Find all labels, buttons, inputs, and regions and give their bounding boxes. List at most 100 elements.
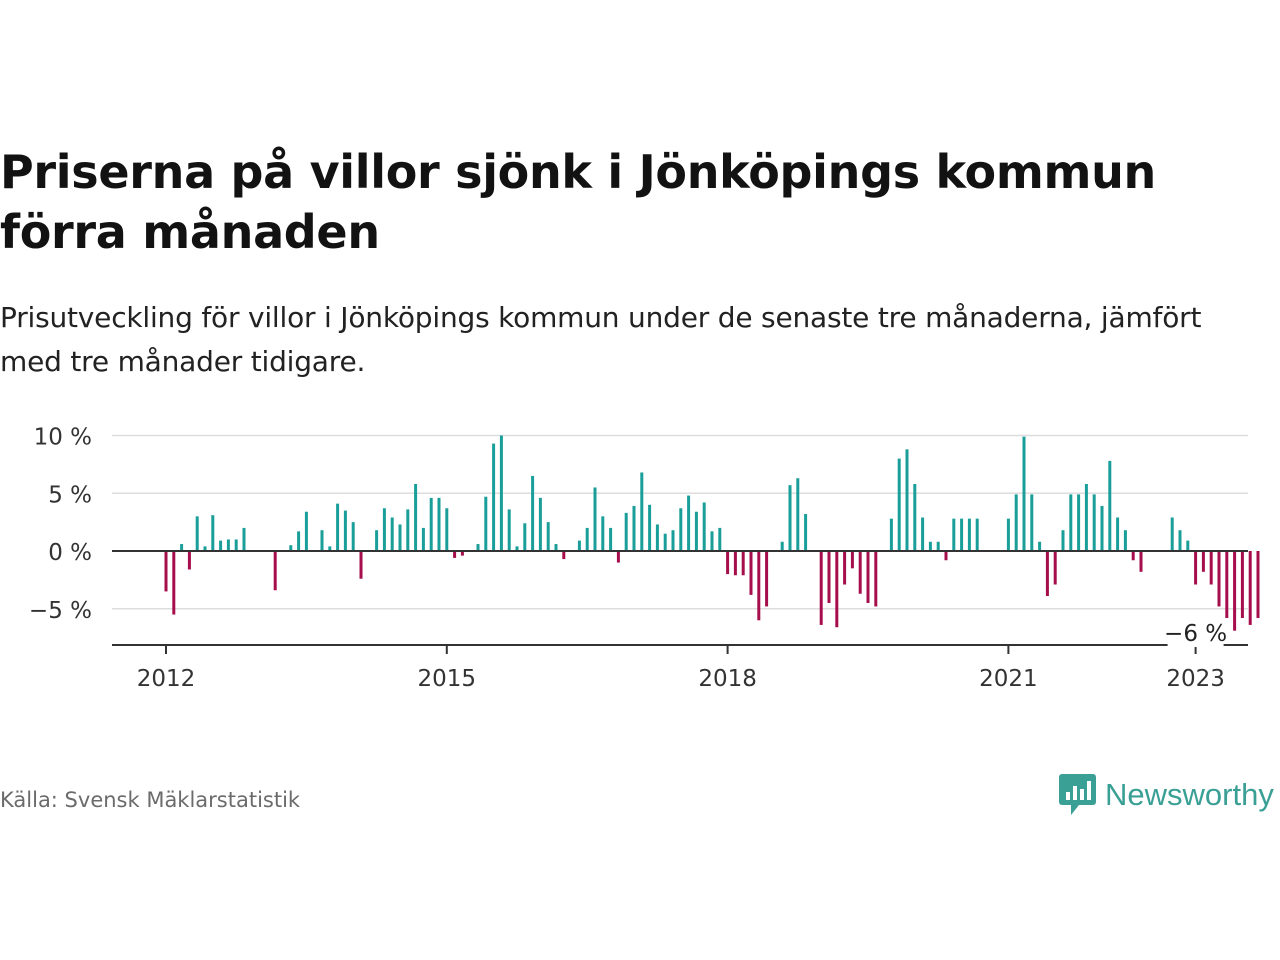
bar bbox=[819, 551, 823, 625]
bar bbox=[952, 518, 956, 551]
x-tick-label: 2012 bbox=[137, 666, 196, 692]
bar bbox=[967, 518, 971, 551]
bar bbox=[1108, 460, 1112, 551]
bar bbox=[632, 505, 636, 551]
bar bbox=[843, 551, 847, 585]
bar bbox=[694, 511, 698, 551]
x-tick-label: 2021 bbox=[979, 666, 1038, 692]
bar bbox=[835, 551, 839, 628]
bar bbox=[827, 551, 831, 603]
source-credit: Källa: Svensk Mäklarstatistik bbox=[0, 788, 301, 812]
bar bbox=[804, 514, 808, 551]
bar bbox=[429, 497, 433, 551]
bar bbox=[1233, 551, 1237, 631]
bar bbox=[921, 517, 925, 551]
bar bbox=[655, 524, 659, 551]
bar bbox=[406, 509, 410, 551]
newsworthy-logo-icon bbox=[1059, 774, 1096, 815]
bar bbox=[219, 540, 223, 551]
bar bbox=[577, 540, 581, 551]
bar bbox=[710, 531, 714, 551]
bar bbox=[1038, 541, 1042, 551]
y-tick-label: 0 % bbox=[48, 540, 92, 566]
bar bbox=[297, 531, 301, 551]
bar bbox=[796, 478, 800, 551]
annotation-background bbox=[1167, 621, 1224, 647]
bar bbox=[640, 472, 644, 551]
bar bbox=[663, 533, 667, 551]
bar bbox=[928, 541, 932, 551]
bar bbox=[211, 515, 215, 551]
bar bbox=[975, 518, 979, 551]
bar bbox=[180, 544, 184, 551]
bar bbox=[889, 518, 893, 551]
y-tick-label: 10 % bbox=[34, 425, 92, 451]
bar bbox=[1022, 436, 1026, 551]
bar bbox=[242, 527, 246, 551]
bar bbox=[765, 551, 769, 607]
bar bbox=[960, 518, 964, 551]
bar bbox=[1077, 494, 1081, 551]
bar bbox=[757, 551, 761, 621]
bar bbox=[1225, 551, 1229, 618]
bar bbox=[1116, 517, 1120, 551]
bar bbox=[375, 530, 379, 551]
bar bbox=[289, 545, 293, 551]
y-tick-label: 5 % bbox=[48, 482, 92, 508]
bar bbox=[328, 546, 332, 551]
bar bbox=[336, 503, 340, 551]
bar bbox=[1240, 551, 1244, 618]
bar bbox=[304, 511, 308, 551]
bar bbox=[1131, 551, 1135, 561]
bar bbox=[1092, 494, 1096, 551]
bar bbox=[273, 551, 277, 591]
bar bbox=[507, 509, 511, 551]
x-tick-label: 2018 bbox=[698, 666, 757, 692]
bar bbox=[382, 508, 386, 551]
bar bbox=[1069, 494, 1073, 551]
bar bbox=[203, 546, 207, 551]
bar bbox=[195, 516, 199, 551]
bar bbox=[187, 551, 191, 570]
axes: 10 % 5 % 0 % −5 % 2012 2015 2018 2021 2023 −6 % bbox=[29, 425, 1248, 692]
x-tick-label: 2015 bbox=[418, 666, 477, 692]
bar bbox=[499, 435, 503, 551]
bar bbox=[460, 551, 464, 556]
bar bbox=[390, 517, 394, 551]
bar bbox=[741, 551, 745, 576]
bar bbox=[531, 475, 535, 551]
bar bbox=[554, 544, 558, 551]
bar bbox=[1194, 551, 1198, 585]
bar bbox=[609, 527, 613, 551]
bar bbox=[1217, 551, 1221, 607]
bar bbox=[538, 497, 542, 551]
bar bbox=[624, 512, 628, 551]
bar bbox=[1084, 484, 1088, 551]
bar bbox=[850, 551, 854, 569]
bar bbox=[1186, 540, 1190, 551]
bar bbox=[1030, 494, 1034, 551]
bar bbox=[1248, 551, 1252, 625]
bar bbox=[359, 551, 363, 579]
x-tick-label: 2023 bbox=[1166, 666, 1225, 692]
bar bbox=[858, 551, 862, 594]
bar bbox=[492, 443, 496, 551]
bar bbox=[733, 551, 737, 576]
bar bbox=[593, 487, 597, 551]
bar bbox=[1139, 551, 1143, 572]
bar bbox=[702, 502, 706, 551]
bar bbox=[866, 551, 870, 603]
brand-name: Newsworthy bbox=[1105, 777, 1274, 812]
bar bbox=[585, 527, 589, 551]
brand-logo[interactable]: Newsworthy bbox=[1058, 772, 1274, 818]
bar bbox=[398, 524, 402, 551]
bar bbox=[687, 495, 691, 551]
bar bbox=[1178, 530, 1182, 551]
bar bbox=[679, 508, 683, 551]
bar bbox=[874, 551, 878, 607]
bar bbox=[172, 551, 176, 615]
bar bbox=[226, 539, 230, 551]
bar bbox=[944, 551, 948, 561]
bar bbox=[1045, 551, 1049, 597]
bar bbox=[484, 496, 488, 551]
